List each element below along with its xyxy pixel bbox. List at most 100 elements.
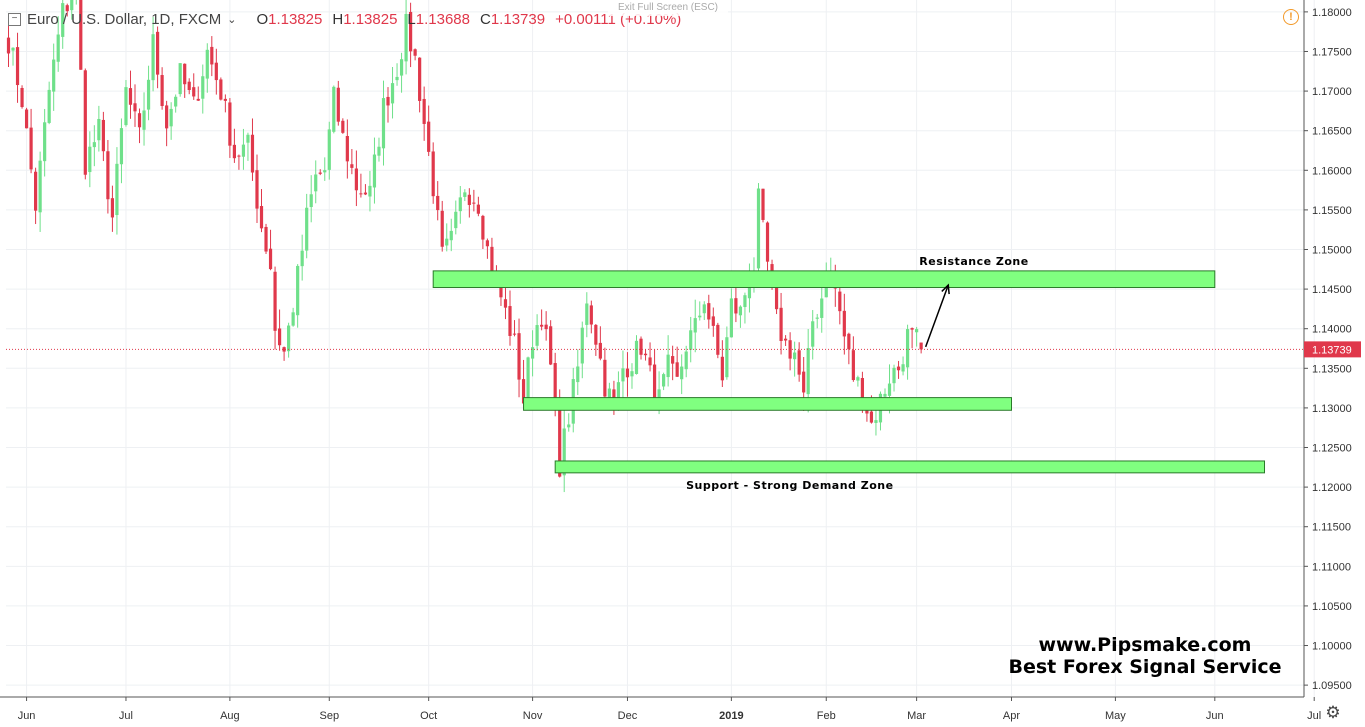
time-tick-label: Jun: [1206, 710, 1224, 722]
candle-body: [549, 326, 553, 365]
watermark-tagline: Best Forex Signal Service: [1008, 656, 1282, 678]
candle-body: [287, 325, 291, 352]
candle-body: [228, 102, 232, 146]
zone-rectangle: [523, 397, 1012, 411]
candle-body: [729, 298, 733, 338]
candle-body: [481, 215, 485, 240]
candle-body: [738, 306, 743, 316]
candle-body: [458, 197, 462, 212]
candle-body: [838, 291, 842, 312]
candle-body: [264, 226, 268, 252]
candle-body: [594, 324, 598, 345]
candle-body: [386, 96, 390, 106]
arrow-head: [941, 283, 950, 295]
price-tick-label: 1.16500: [1312, 126, 1352, 138]
candle-body: [887, 383, 892, 396]
candle-body: [268, 248, 273, 270]
candle-body: [79, 0, 83, 70]
candle-body: [689, 330, 693, 350]
candle-body: [246, 134, 250, 143]
candle-body: [675, 362, 679, 377]
candle-body: [345, 135, 349, 162]
candle-body: [404, 13, 408, 62]
candle-body: [720, 356, 724, 381]
candle-body: [192, 87, 196, 97]
arrow-shaft: [924, 284, 949, 348]
candle-body: [368, 185, 372, 197]
time-tick-label: Jul: [1307, 710, 1321, 722]
candle-body: [97, 118, 101, 141]
chart-grid: [6, 0, 1315, 697]
candle-body: [101, 119, 105, 152]
candle-body: [901, 364, 905, 372]
candle-body: [603, 359, 607, 397]
candle-body: [350, 164, 354, 168]
candle-body: [765, 222, 770, 262]
chevron-down-icon[interactable]: ⌄: [227, 13, 237, 26]
candle-body: [589, 305, 593, 325]
candle-body: [503, 299, 508, 308]
candle-body: [381, 98, 386, 149]
candle-body: [508, 306, 512, 336]
candle-body: [576, 366, 580, 383]
candle-body: [318, 172, 322, 174]
candle-body: [856, 377, 860, 381]
time-tick-label: Aug: [220, 710, 240, 722]
ohlc-open: O1.13825: [256, 10, 323, 28]
candle-body: [413, 49, 417, 56]
candle-body: [115, 163, 119, 216]
exit-fullscreen-button[interactable]: Exit Full Screen (ESC): [608, 0, 728, 16]
candle-body: [847, 333, 851, 350]
candle-body: [440, 210, 444, 247]
price-tick-label: 1.17500: [1312, 46, 1352, 58]
candle-body: [296, 265, 300, 316]
exclamation-circle-icon[interactable]: !: [1283, 9, 1299, 25]
candle-body: [526, 357, 530, 401]
candle-body: [43, 122, 47, 162]
candle-body: [250, 134, 255, 173]
candle-body: [797, 350, 801, 375]
candle-body: [6, 37, 11, 54]
price-tick-label: 1.18000: [1312, 7, 1352, 19]
candle-body: [793, 352, 797, 360]
candle-body: [300, 250, 304, 267]
candle-body: [892, 367, 896, 384]
minus-box-icon[interactable]: −: [8, 12, 21, 26]
candle-body: [616, 382, 621, 403]
price-axis[interactable]: 1.18000 1.17500 1.17000 1.16500 1.16000 1.155…: [1303, 0, 1361, 697]
candle-body: [56, 34, 60, 62]
candle-body: [363, 192, 368, 195]
candle-body: [693, 318, 697, 333]
candle-body: [241, 144, 246, 157]
candle-body: [535, 325, 539, 346]
candle-body: [255, 170, 259, 209]
resistance-zone-label: Resistance Zone: [919, 255, 1028, 268]
candle-body: [449, 230, 453, 241]
candle-body: [657, 389, 661, 399]
candle-body: [815, 317, 819, 319]
candle-body: [512, 333, 517, 335]
candle-body: [467, 194, 471, 205]
candle-body: [205, 49, 209, 79]
candle-body: [92, 142, 96, 148]
symbol-title[interactable]: Euro / U.S. Dollar, 1D, FXCM: [27, 10, 222, 28]
gear-icon[interactable]: ⚙: [1325, 703, 1341, 722]
candle-body: [70, 0, 74, 11]
candle-body: [124, 87, 128, 126]
candle-body: [865, 408, 869, 414]
candle-body: [747, 281, 752, 299]
candle-body: [811, 321, 815, 347]
candle-body: [806, 348, 810, 395]
candle-body: [463, 192, 467, 197]
candle-body: [88, 146, 92, 173]
price-tick-label: 1.09500: [1312, 680, 1352, 692]
time-axis[interactable]: Jun Jul Aug Sep Oct Nov Dec 2019 Feb Mar Apr May Jun…: [0, 696, 1321, 722]
candle-body: [146, 79, 151, 110]
candle-body: [169, 108, 173, 127]
watermark: www.Pipsmake.com Best Forex Signal Servi…: [1000, 634, 1290, 678]
candle-body: [869, 411, 874, 423]
candle-body: [359, 193, 363, 195]
candle-body: [580, 327, 584, 364]
last-price-label: 1.13739: [1312, 344, 1352, 356]
